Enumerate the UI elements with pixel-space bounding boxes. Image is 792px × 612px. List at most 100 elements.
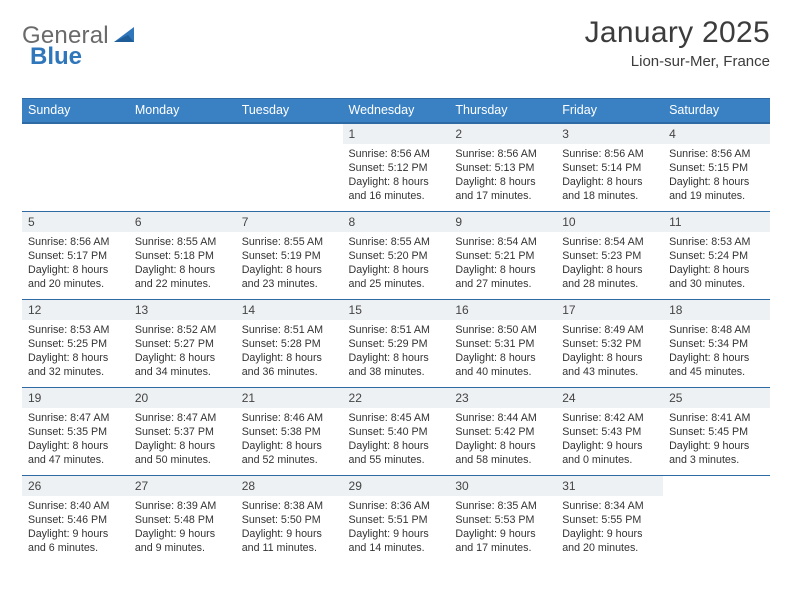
calendar-cell: 18Sunrise: 8:48 AMSunset: 5:34 PMDayligh… xyxy=(663,299,770,387)
cell-inner: 15Sunrise: 8:51 AMSunset: 5:29 PMDayligh… xyxy=(343,299,450,387)
day-details: Sunrise: 8:53 AMSunset: 5:25 PMDaylight:… xyxy=(22,320,129,383)
calendar-cell xyxy=(129,123,236,211)
calendar-cell: 17Sunrise: 8:49 AMSunset: 5:32 PMDayligh… xyxy=(556,299,663,387)
day-number: 24 xyxy=(556,388,663,408)
cell-inner: 5Sunrise: 8:56 AMSunset: 5:17 PMDaylight… xyxy=(22,211,129,299)
calendar-week-row: 1Sunrise: 8:56 AMSunset: 5:12 PMDaylight… xyxy=(22,123,770,211)
cell-inner: 10Sunrise: 8:54 AMSunset: 5:23 PMDayligh… xyxy=(556,211,663,299)
cell-inner: 26Sunrise: 8:40 AMSunset: 5:46 PMDayligh… xyxy=(22,475,129,563)
brand-word-2: Blue xyxy=(30,43,82,70)
calendar-week-row: 19Sunrise: 8:47 AMSunset: 5:35 PMDayligh… xyxy=(22,387,770,475)
day-number: 5 xyxy=(22,212,129,232)
calendar-cell: 28Sunrise: 8:38 AMSunset: 5:50 PMDayligh… xyxy=(236,475,343,563)
calendar-cell: 4Sunrise: 8:56 AMSunset: 5:15 PMDaylight… xyxy=(663,123,770,211)
cell-inner: 12Sunrise: 8:53 AMSunset: 5:25 PMDayligh… xyxy=(22,299,129,387)
calendar-cell: 12Sunrise: 8:53 AMSunset: 5:25 PMDayligh… xyxy=(22,299,129,387)
day-number: 13 xyxy=(129,300,236,320)
day-number: 25 xyxy=(663,388,770,408)
day-header: Thursday xyxy=(449,99,556,123)
day-header: Saturday xyxy=(663,99,770,123)
day-number: 1 xyxy=(343,124,450,144)
day-details: Sunrise: 8:35 AMSunset: 5:53 PMDaylight:… xyxy=(449,496,556,559)
title-block: January 2025 Lion-sur-Mer, France xyxy=(585,16,770,70)
cell-inner: 9Sunrise: 8:54 AMSunset: 5:21 PMDaylight… xyxy=(449,211,556,299)
cell-inner: 18Sunrise: 8:48 AMSunset: 5:34 PMDayligh… xyxy=(663,299,770,387)
calendar-cell: 1Sunrise: 8:56 AMSunset: 5:12 PMDaylight… xyxy=(343,123,450,211)
day-number: 17 xyxy=(556,300,663,320)
calendar-cell xyxy=(663,475,770,563)
calendar-cell: 29Sunrise: 8:36 AMSunset: 5:51 PMDayligh… xyxy=(343,475,450,563)
calendar-cell: 10Sunrise: 8:54 AMSunset: 5:23 PMDayligh… xyxy=(556,211,663,299)
day-number: 7 xyxy=(236,212,343,232)
calendar-cell: 14Sunrise: 8:51 AMSunset: 5:28 PMDayligh… xyxy=(236,299,343,387)
calendar-cell: 2Sunrise: 8:56 AMSunset: 5:13 PMDaylight… xyxy=(449,123,556,211)
cell-inner: 13Sunrise: 8:52 AMSunset: 5:27 PMDayligh… xyxy=(129,299,236,387)
cell-inner: 1Sunrise: 8:56 AMSunset: 5:12 PMDaylight… xyxy=(343,123,450,211)
calendar-cell: 27Sunrise: 8:39 AMSunset: 5:48 PMDayligh… xyxy=(129,475,236,563)
calendar-cell: 30Sunrise: 8:35 AMSunset: 5:53 PMDayligh… xyxy=(449,475,556,563)
day-details: Sunrise: 8:42 AMSunset: 5:43 PMDaylight:… xyxy=(556,408,663,471)
calendar-cell: 3Sunrise: 8:56 AMSunset: 5:14 PMDaylight… xyxy=(556,123,663,211)
calendar-cell: 26Sunrise: 8:40 AMSunset: 5:46 PMDayligh… xyxy=(22,475,129,563)
cell-inner: 19Sunrise: 8:47 AMSunset: 5:35 PMDayligh… xyxy=(22,387,129,475)
calendar-cell: 22Sunrise: 8:45 AMSunset: 5:40 PMDayligh… xyxy=(343,387,450,475)
cell-inner: 14Sunrise: 8:51 AMSunset: 5:28 PMDayligh… xyxy=(236,299,343,387)
cell-inner xyxy=(22,123,129,211)
page-title: January 2025 xyxy=(585,16,770,50)
cell-inner: 8Sunrise: 8:55 AMSunset: 5:20 PMDaylight… xyxy=(343,211,450,299)
day-details: Sunrise: 8:56 AMSunset: 5:12 PMDaylight:… xyxy=(343,144,450,207)
cell-inner: 16Sunrise: 8:50 AMSunset: 5:31 PMDayligh… xyxy=(449,299,556,387)
day-number: 22 xyxy=(343,388,450,408)
day-details: Sunrise: 8:54 AMSunset: 5:23 PMDaylight:… xyxy=(556,232,663,295)
cell-inner: 20Sunrise: 8:47 AMSunset: 5:37 PMDayligh… xyxy=(129,387,236,475)
brand-triangle-icon xyxy=(114,25,136,48)
cell-inner: 31Sunrise: 8:34 AMSunset: 5:55 PMDayligh… xyxy=(556,475,663,563)
cell-inner xyxy=(236,123,343,211)
day-details: Sunrise: 8:50 AMSunset: 5:31 PMDaylight:… xyxy=(449,320,556,383)
calendar-cell: 21Sunrise: 8:46 AMSunset: 5:38 PMDayligh… xyxy=(236,387,343,475)
brand-word-2-wrap: Blue xyxy=(30,43,82,71)
cell-inner: 27Sunrise: 8:39 AMSunset: 5:48 PMDayligh… xyxy=(129,475,236,563)
day-number: 29 xyxy=(343,476,450,496)
calendar-cell: 15Sunrise: 8:51 AMSunset: 5:29 PMDayligh… xyxy=(343,299,450,387)
cell-inner: 11Sunrise: 8:53 AMSunset: 5:24 PMDayligh… xyxy=(663,211,770,299)
day-details: Sunrise: 8:52 AMSunset: 5:27 PMDaylight:… xyxy=(129,320,236,383)
day-details: Sunrise: 8:39 AMSunset: 5:48 PMDaylight:… xyxy=(129,496,236,559)
calendar-cell: 23Sunrise: 8:44 AMSunset: 5:42 PMDayligh… xyxy=(449,387,556,475)
day-number: 23 xyxy=(449,388,556,408)
day-details: Sunrise: 8:46 AMSunset: 5:38 PMDaylight:… xyxy=(236,408,343,471)
cell-inner: 24Sunrise: 8:42 AMSunset: 5:43 PMDayligh… xyxy=(556,387,663,475)
day-header: Sunday xyxy=(22,99,129,123)
calendar-head: SundayMondayTuesdayWednesdayThursdayFrid… xyxy=(22,99,770,123)
day-details: Sunrise: 8:36 AMSunset: 5:51 PMDaylight:… xyxy=(343,496,450,559)
day-details: Sunrise: 8:47 AMSunset: 5:37 PMDaylight:… xyxy=(129,408,236,471)
day-number: 4 xyxy=(663,124,770,144)
calendar-cell: 19Sunrise: 8:47 AMSunset: 5:35 PMDayligh… xyxy=(22,387,129,475)
page-subtitle: Lion-sur-Mer, France xyxy=(585,53,770,70)
cell-inner xyxy=(663,475,770,563)
day-header: Monday xyxy=(129,99,236,123)
calendar-cell: 8Sunrise: 8:55 AMSunset: 5:20 PMDaylight… xyxy=(343,211,450,299)
calendar-cell xyxy=(236,123,343,211)
day-details: Sunrise: 8:49 AMSunset: 5:32 PMDaylight:… xyxy=(556,320,663,383)
day-details: Sunrise: 8:51 AMSunset: 5:29 PMDaylight:… xyxy=(343,320,450,383)
day-details: Sunrise: 8:54 AMSunset: 5:21 PMDaylight:… xyxy=(449,232,556,295)
day-number: 28 xyxy=(236,476,343,496)
calendar-body: 1Sunrise: 8:56 AMSunset: 5:12 PMDaylight… xyxy=(22,123,770,563)
day-header: Wednesday xyxy=(343,99,450,123)
day-number: 6 xyxy=(129,212,236,232)
day-header-row: SundayMondayTuesdayWednesdayThursdayFrid… xyxy=(22,99,770,123)
day-number: 16 xyxy=(449,300,556,320)
day-number: 8 xyxy=(343,212,450,232)
day-number: 11 xyxy=(663,212,770,232)
day-number: 14 xyxy=(236,300,343,320)
day-details: Sunrise: 8:48 AMSunset: 5:34 PMDaylight:… xyxy=(663,320,770,383)
day-header: Tuesday xyxy=(236,99,343,123)
day-number: 27 xyxy=(129,476,236,496)
day-details: Sunrise: 8:44 AMSunset: 5:42 PMDaylight:… xyxy=(449,408,556,471)
day-header: Friday xyxy=(556,99,663,123)
calendar-cell: 25Sunrise: 8:41 AMSunset: 5:45 PMDayligh… xyxy=(663,387,770,475)
day-details: Sunrise: 8:55 AMSunset: 5:19 PMDaylight:… xyxy=(236,232,343,295)
calendar-cell: 6Sunrise: 8:55 AMSunset: 5:18 PMDaylight… xyxy=(129,211,236,299)
calendar-week-row: 26Sunrise: 8:40 AMSunset: 5:46 PMDayligh… xyxy=(22,475,770,563)
